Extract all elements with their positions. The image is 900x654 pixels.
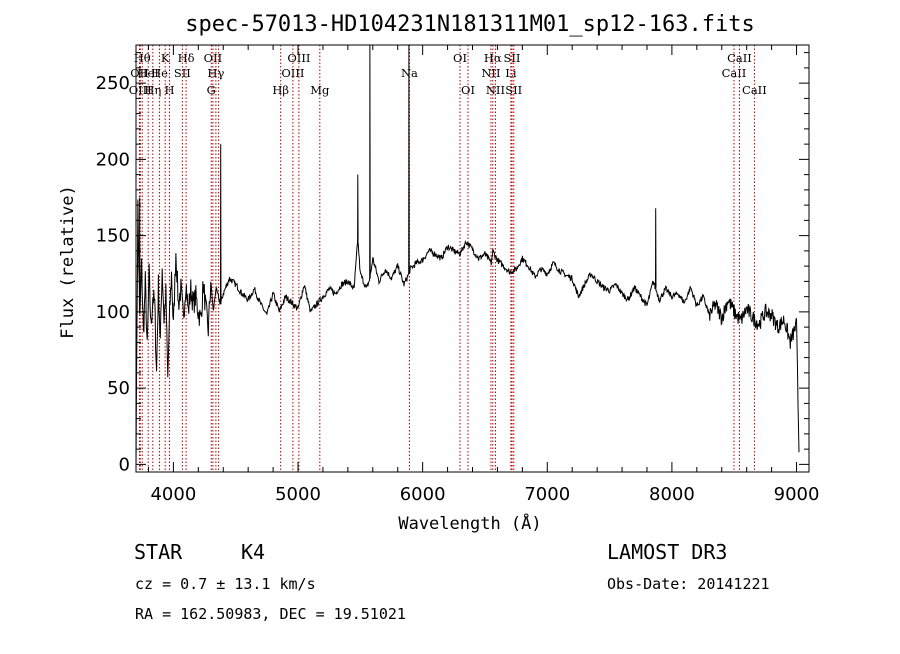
x-tick-label: 5000 [275, 484, 321, 505]
line-marker-label: Hη [144, 83, 161, 97]
line-marker-label: NII [486, 83, 505, 97]
line-marker-label: OI [461, 83, 475, 97]
object-class: STAR [134, 540, 183, 564]
line-marker-label: Hα [484, 51, 502, 65]
y-tick-label: 50 [107, 378, 130, 399]
line-marker-label: Hγ [207, 66, 224, 80]
y-tick-label: 200 [96, 149, 130, 170]
y-tick-label: 250 [96, 73, 130, 94]
x-axis-label: Wavelength (Å) [398, 512, 541, 534]
chart-title: spec-57013-HD104231N181311M01_sp12-163.f… [185, 12, 755, 37]
object-subclass: K4 [241, 540, 265, 564]
spectrum-layer [135, 44, 800, 469]
line-marker-label: Li [505, 66, 517, 80]
y-tick-label: 0 [119, 454, 130, 475]
y-axis-label: Flux (relative) [58, 185, 78, 339]
line-marker-label: OI [453, 51, 467, 65]
x-tick-label: 4000 [150, 484, 196, 505]
x-tick-label: 7000 [524, 484, 570, 505]
axis-ticks: 4000 5000 6000 7000 8000 9000 0 50 100 150 200 250 [96, 45, 820, 505]
line-marker-label: Na [401, 66, 418, 80]
x-tick-label: 9000 [774, 484, 820, 505]
redshift-cz: cz = 0.7 ± 13.1 km/s [135, 575, 316, 593]
observation-date: Obs-Date: 20141221 [607, 575, 770, 593]
line-marker-label: H [165, 83, 175, 97]
y-tick-label: 100 [96, 302, 130, 323]
line-marker-label: CaII [727, 51, 752, 65]
line-marker-label: HeI [138, 66, 159, 80]
line-marker-label: OII [130, 66, 149, 80]
line-marker-label: SII [504, 51, 521, 65]
line-marker-label: K [161, 51, 170, 65]
line-marker-label: SII [174, 66, 191, 80]
spectrum-line [135, 44, 800, 469]
y-tick-label: 150 [96, 226, 130, 247]
coordinates: RA = 162.50983, DEC = 19.51021 [135, 605, 406, 623]
line-marker-label: OIII [281, 66, 304, 80]
line-marker-label: Hδ [178, 51, 195, 65]
line-marker-label: OII [204, 51, 223, 65]
line-marker-label: CaII [722, 66, 747, 80]
line-marker-label: Hθ [134, 51, 151, 65]
line-marker-label: OIII [287, 51, 310, 65]
x-tick-label: 8000 [649, 484, 695, 505]
line-marker-label: He [151, 66, 168, 80]
line-marker-label: OIII [129, 83, 152, 97]
line-marker-label: Hβ [272, 83, 289, 97]
line-marker-label: NII [481, 66, 500, 80]
line-marker-label: Mg [310, 83, 330, 97]
line-marker-label: SII [505, 83, 522, 97]
x-tick-label: 6000 [400, 484, 446, 505]
line-marker-label: G [207, 83, 216, 97]
line-marker-label: CaII [742, 83, 767, 97]
spectral-line-markers: OIIOIIIHθHeIHηHeKHSIIHδGOIIHγHβOIIIOIIIM… [129, 45, 767, 472]
survey-name: LAMOST DR3 [607, 540, 727, 564]
plot-frame [135, 44, 810, 473]
